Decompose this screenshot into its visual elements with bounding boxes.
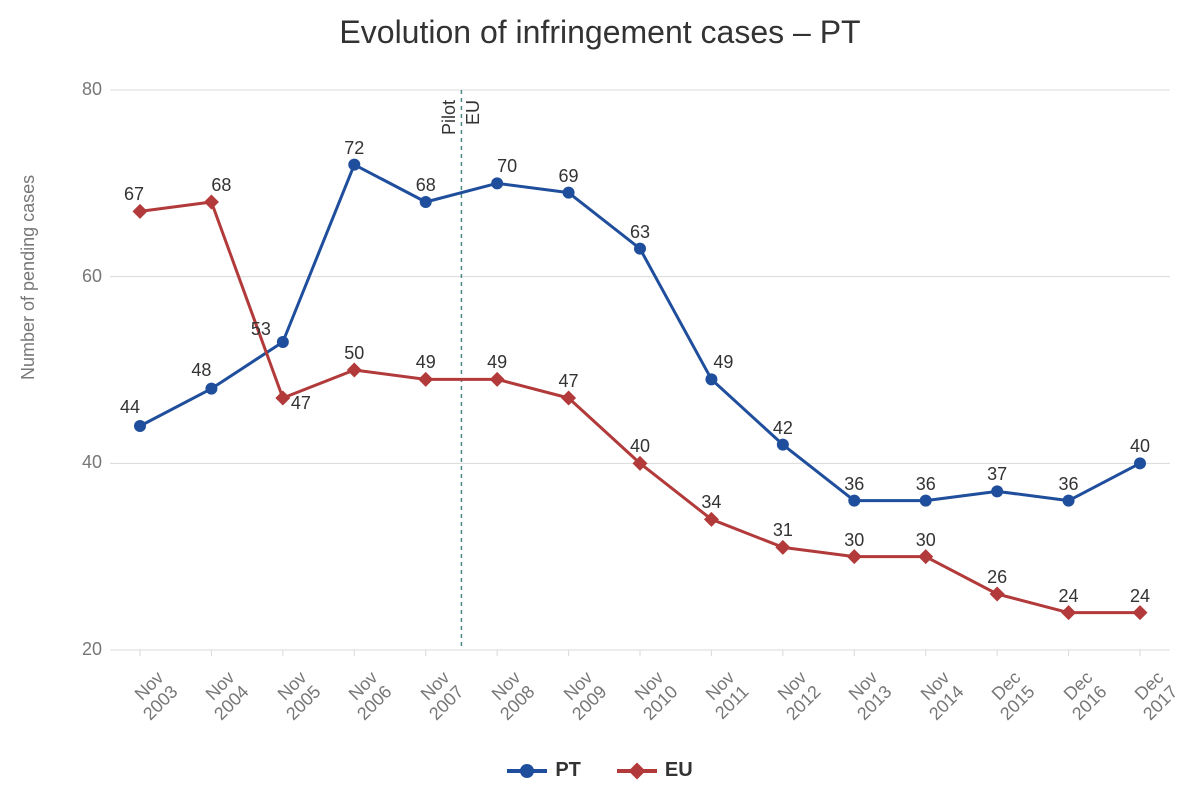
data-label: 34 [701, 492, 721, 513]
data-label: 26 [987, 567, 1007, 588]
data-label: 68 [211, 175, 231, 196]
data-label: 47 [291, 393, 311, 414]
x-tick-label: Nov 2003 [112, 668, 182, 738]
data-label: 40 [630, 436, 650, 457]
x-tick-label: Nov 2011 [683, 668, 753, 738]
data-label: 47 [559, 371, 579, 392]
data-label: 48 [191, 360, 211, 381]
data-label: 49 [713, 352, 733, 373]
data-label: 37 [987, 464, 1007, 485]
data-label: 70 [497, 156, 517, 177]
x-tick-label: Dec 2016 [1040, 668, 1110, 738]
data-label: 49 [416, 352, 436, 373]
data-label: 44 [120, 397, 140, 418]
data-label: 40 [1130, 436, 1150, 457]
plot-svg [110, 90, 1170, 650]
data-label: 24 [1059, 586, 1079, 607]
data-label: 68 [416, 175, 436, 196]
data-label: 36 [844, 474, 864, 495]
x-tick-label: Nov 2005 [254, 668, 324, 738]
legend-label: PT [555, 759, 581, 782]
x-tick-label: Nov 2008 [469, 668, 539, 738]
x-tick-label: Nov 2014 [897, 668, 967, 738]
x-tick-label: Nov 2012 [754, 668, 824, 738]
legend-label: EU [665, 759, 693, 782]
data-label: 53 [251, 319, 271, 340]
data-label: 49 [487, 352, 507, 373]
x-tick-label: Nov 2007 [397, 668, 467, 738]
legend: PT EU [0, 756, 1200, 783]
y-axis-label: Number of pending cases [18, 175, 39, 380]
x-tick-label: Dec 2017 [1112, 668, 1182, 738]
y-tick-label: 40 [82, 452, 102, 473]
data-label: 30 [916, 530, 936, 551]
y-tick-label: 60 [82, 266, 102, 287]
data-label: 50 [344, 343, 364, 364]
legend-item: PT [507, 759, 581, 782]
data-label: 67 [124, 184, 144, 205]
y-tick-label: 20 [82, 639, 102, 660]
reference-label-eu: EU [463, 100, 484, 125]
plot-area [110, 90, 1170, 650]
chart-container: Evolution of infringement cases – PT Num… [0, 0, 1200, 800]
x-tick-label: Dec 2015 [969, 668, 1039, 738]
x-tick-label: Nov 2010 [612, 668, 682, 738]
data-label: 36 [916, 474, 936, 495]
data-label: 63 [630, 222, 650, 243]
data-label: 30 [844, 530, 864, 551]
data-label: 36 [1059, 474, 1079, 495]
chart-title: Evolution of infringement cases – PT [0, 14, 1200, 51]
data-label: 72 [344, 138, 364, 159]
data-label: 24 [1130, 586, 1150, 607]
reference-label-pilot: Pilot [439, 100, 460, 135]
x-tick-label: Nov 2009 [540, 668, 610, 738]
legend-item: EU [617, 759, 693, 782]
x-tick-label: Nov 2004 [183, 668, 253, 738]
data-label: 69 [559, 166, 579, 187]
data-label: 42 [773, 418, 793, 439]
x-tick-label: Nov 2006 [326, 668, 396, 738]
x-tick-label: Nov 2013 [826, 668, 896, 738]
y-tick-label: 80 [82, 79, 102, 100]
data-label: 31 [773, 520, 793, 541]
